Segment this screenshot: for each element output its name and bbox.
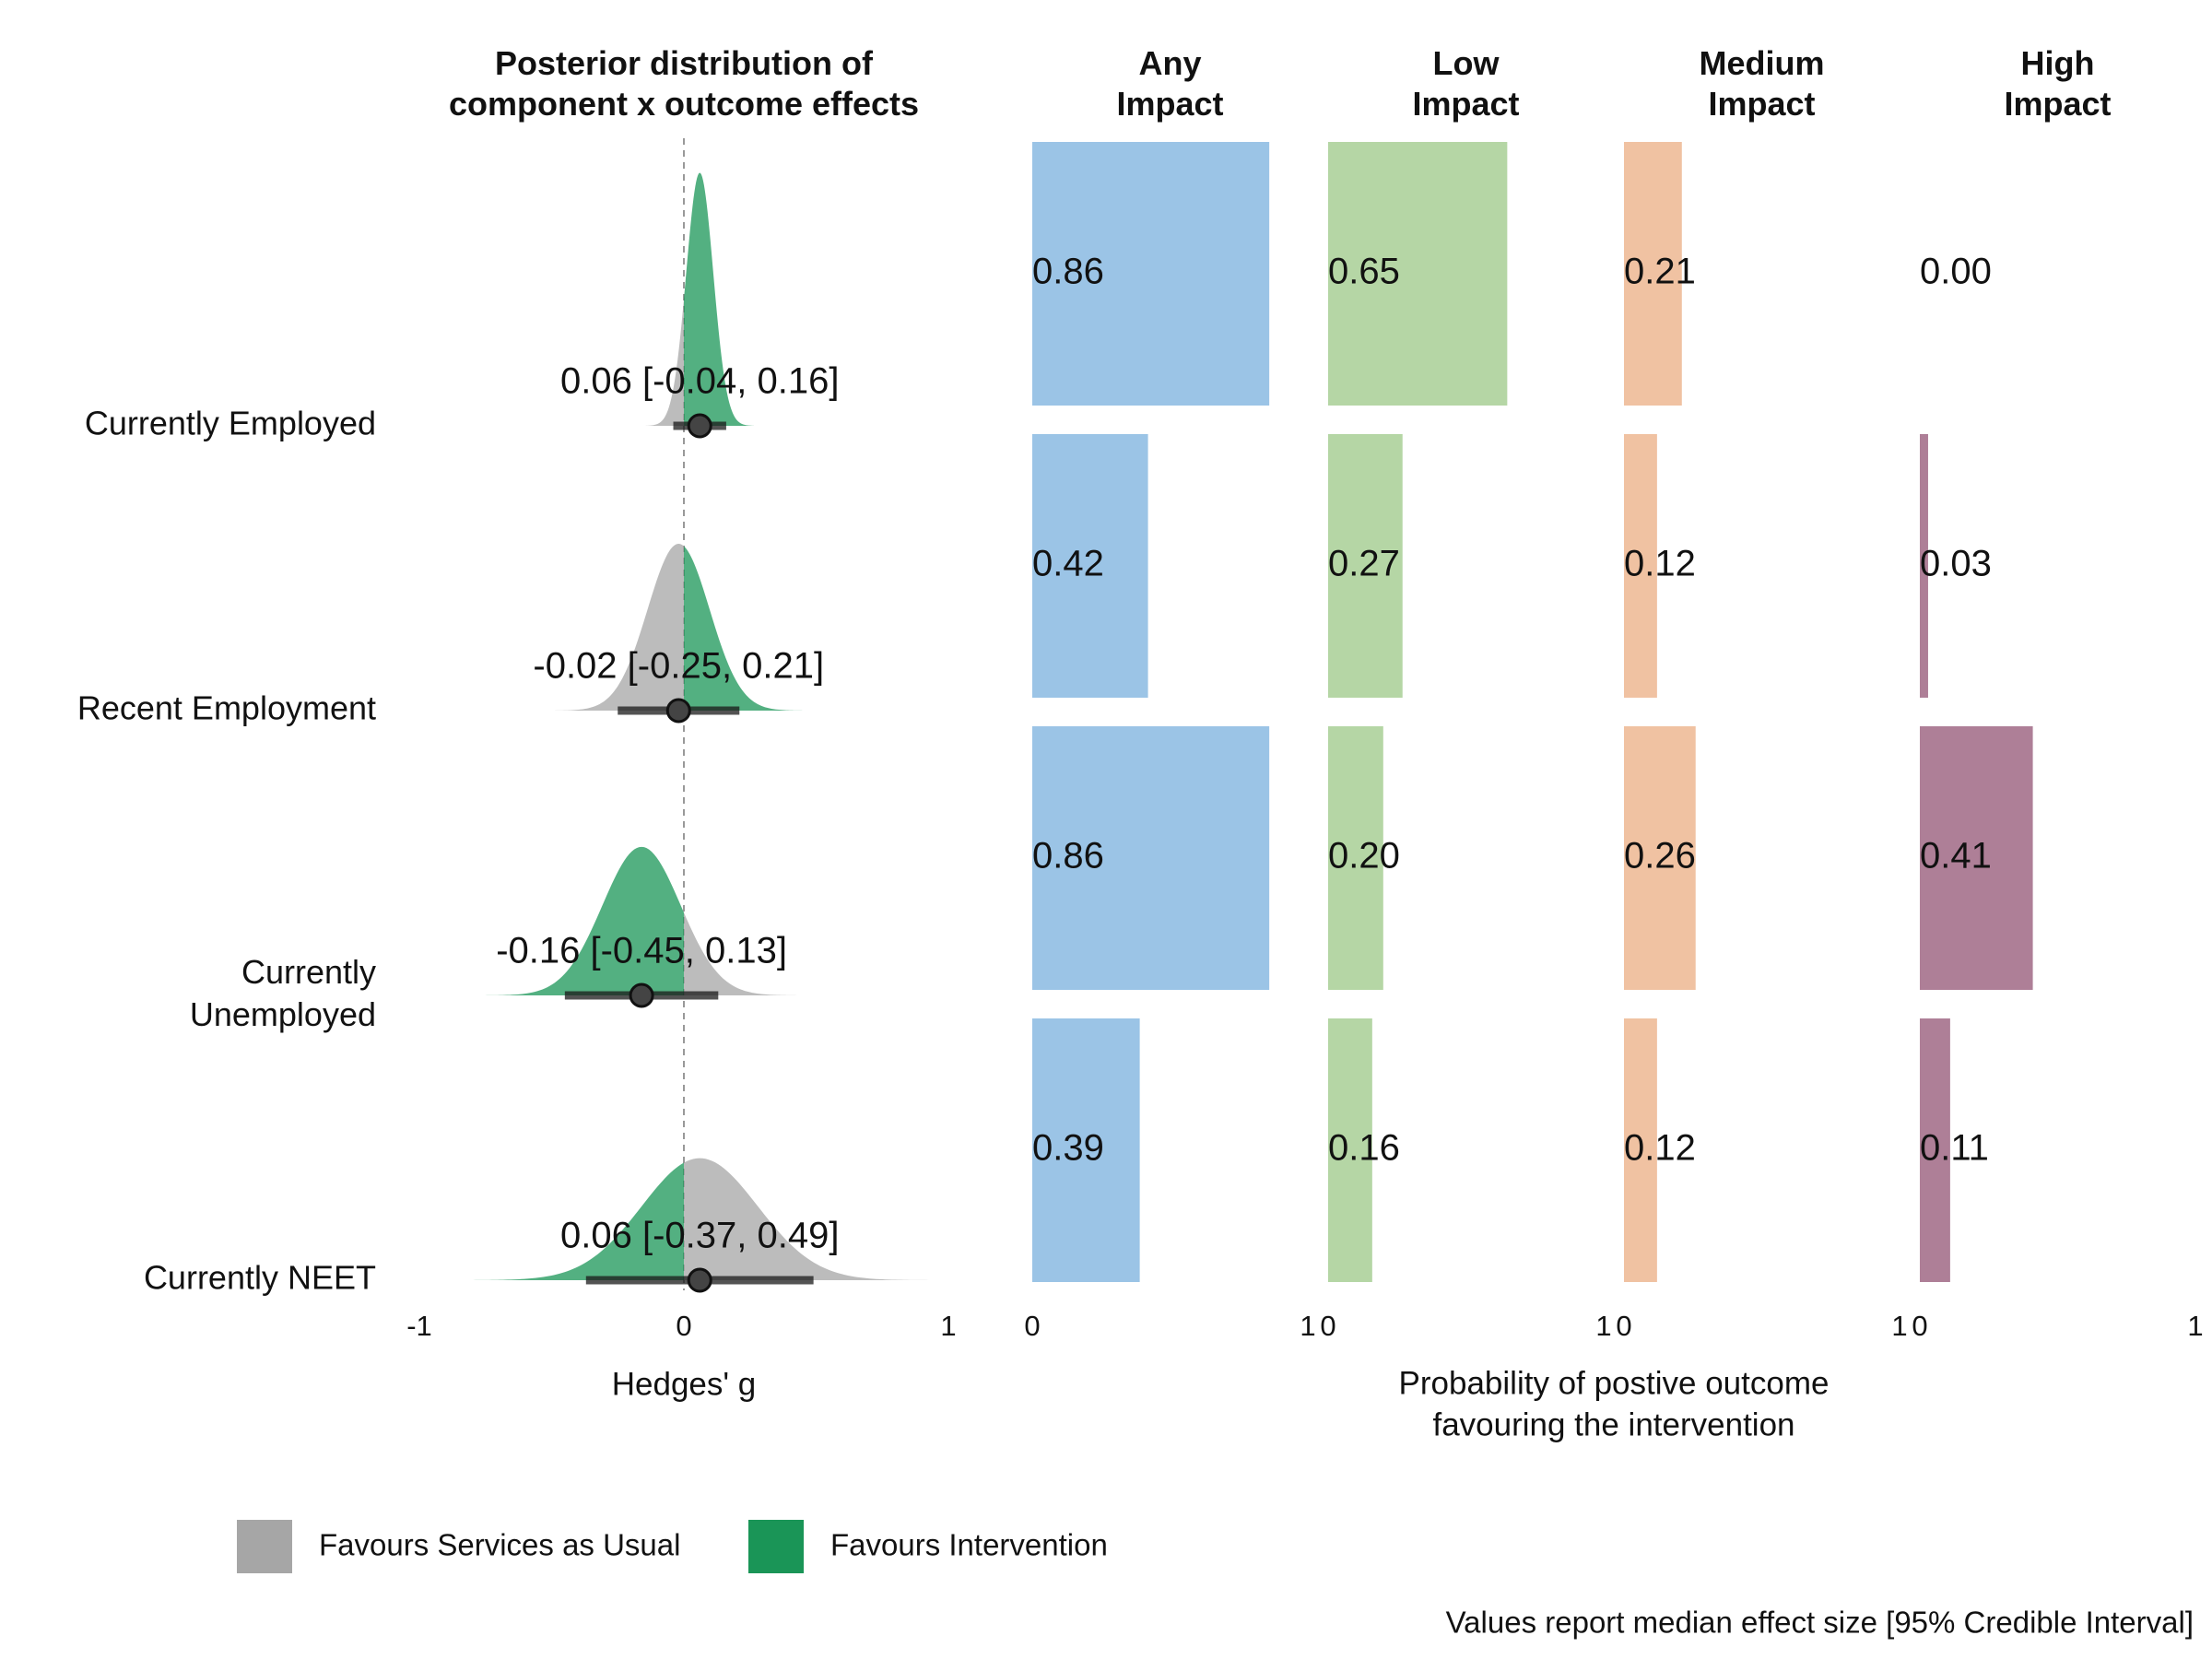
bar (1328, 142, 1508, 406)
bar (1920, 434, 1928, 698)
x-tick-label: 1 (940, 1310, 956, 1342)
bar-value-label: 0.27 (1328, 544, 1400, 584)
bar-value-label: 0.12 (1624, 544, 1696, 584)
x-tick-label: 0 (1616, 1310, 1631, 1342)
median-point (665, 698, 691, 724)
bar-value-label: 0.26 (1624, 836, 1696, 877)
bar (1328, 1018, 1372, 1282)
bar (1032, 1018, 1140, 1282)
panel-title: Any Impact (1116, 44, 1223, 123)
x-tick-label: 1 (1891, 1310, 1907, 1342)
legend-label: Favours Intervention (830, 1528, 1108, 1562)
panel-title: Low Impact (1412, 44, 1519, 123)
bar-value-label: 0.86 (1032, 252, 1104, 292)
bar (1328, 726, 1383, 990)
bar (1624, 1018, 1657, 1282)
x-tick-label: -1 (406, 1310, 432, 1342)
bar (1624, 726, 1696, 990)
median-point (687, 413, 712, 439)
density-usual (645, 299, 684, 426)
row-label: Recent Employment (77, 689, 376, 727)
density-intervention (684, 172, 754, 426)
x-tick-label: 0 (1912, 1310, 1927, 1342)
x-tick-label: 1 (1300, 1310, 1315, 1342)
x-tick-label: 1 (2187, 1310, 2203, 1342)
panel-title: Medium Impact (1699, 44, 1824, 123)
value-label: 0.06 [-0.37, 0.49] (560, 1216, 839, 1256)
bar-value-label: 0.16 (1328, 1128, 1400, 1169)
bar-value-label: 0.42 (1032, 544, 1104, 584)
bar-value-label: 0.41 (1920, 836, 1992, 877)
x-tick-label: 0 (676, 1310, 691, 1342)
x-tick-label: 0 (1024, 1310, 1040, 1342)
x-tick-label: 0 (1320, 1310, 1335, 1342)
density-intervention (684, 546, 803, 711)
value-label: -0.02 [-0.25, 0.21] (533, 646, 824, 687)
bar (1624, 142, 1682, 406)
bar-value-label: 0.65 (1328, 252, 1400, 292)
bar (1032, 726, 1270, 990)
bar (1920, 726, 2033, 990)
caption: Values report median effect size [95% Cr… (1446, 1606, 2194, 1640)
bar-value-label: 0.20 (1328, 836, 1400, 877)
bar-value-label: 0.03 (1920, 544, 1992, 584)
value-label: 0.06 [-0.04, 0.16] (560, 361, 839, 402)
x-axis-title: Probability of postive outcome favouring … (1399, 1366, 1830, 1443)
bar (1920, 1018, 1950, 1282)
density-intervention (467, 1162, 684, 1280)
density-intervention (485, 846, 684, 995)
median-point (687, 1267, 712, 1293)
row-label: Currently NEET (144, 1259, 376, 1297)
row-label: Currently Employed (85, 405, 376, 442)
panel-title: Posterior distribution of component x out… (449, 44, 919, 123)
bar-value-label: 0.00 (1920, 252, 1992, 292)
bar-value-label: 0.12 (1624, 1128, 1696, 1169)
x-tick-label: 1 (1595, 1310, 1611, 1342)
density-usual (684, 1158, 933, 1280)
bar-value-label: 0.86 (1032, 836, 1104, 877)
bar-value-label: 0.39 (1032, 1128, 1104, 1169)
x-axis-title: Hedges' g (612, 1366, 757, 1402)
legend-swatch (237, 1520, 292, 1573)
panel-title: High Impact (2004, 44, 2111, 123)
bar (1328, 434, 1403, 698)
value-label: -0.16 [-0.45, 0.13] (496, 931, 787, 971)
bar (1032, 434, 1148, 698)
median-point (629, 982, 654, 1008)
bar-value-label: 0.11 (1920, 1128, 1989, 1169)
density-usual (684, 912, 798, 995)
legend-swatch (748, 1520, 804, 1573)
legend-label: Favours Services as Usual (319, 1528, 680, 1562)
density-usual (554, 544, 684, 711)
bar (1624, 434, 1657, 698)
row-label: Currently Unemployed (190, 953, 376, 1033)
bar (1032, 142, 1270, 406)
bar-value-label: 0.21 (1624, 252, 1696, 292)
